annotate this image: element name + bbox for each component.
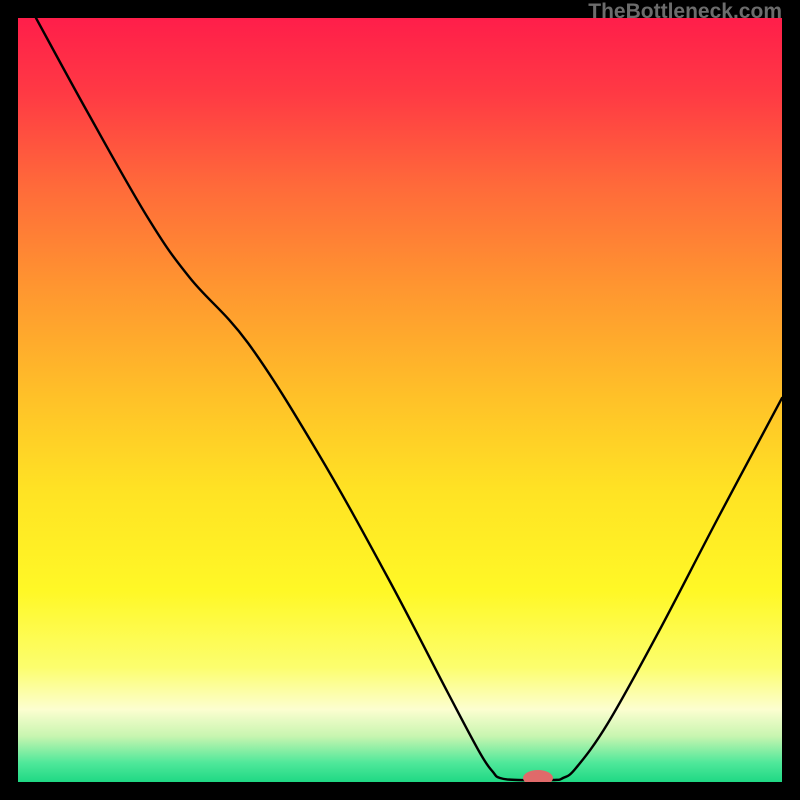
plot-area: [18, 18, 782, 782]
watermark-text: TheBottleneck.com: [588, 0, 782, 24]
chart-background: [18, 18, 782, 782]
chart-svg: [18, 18, 782, 782]
